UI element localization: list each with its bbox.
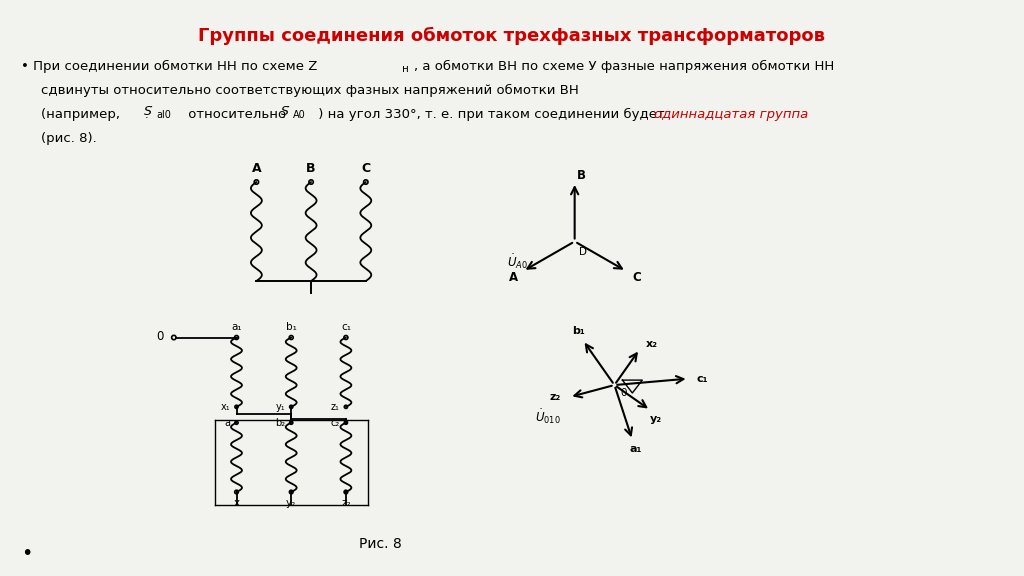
Text: (рис. 8).: (рис. 8). (41, 131, 96, 145)
Text: $\dot{U}_{A0}$: $\dot{U}_{A0}$ (507, 252, 528, 271)
Text: b₁: b₁ (572, 327, 586, 336)
Text: B: B (578, 169, 586, 181)
Text: (например,: (например, (41, 108, 124, 121)
Text: z₂: z₂ (341, 498, 350, 508)
Text: , а обмотки ВН по схеме У фазные напряжения обмотки НН: , а обмотки ВН по схеме У фазные напряже… (414, 60, 834, 73)
Text: A0: A0 (293, 110, 306, 120)
Text: Группы соединения обмоток трехфазных трансформаторов: Группы соединения обмоток трехфазных тра… (199, 26, 825, 45)
Text: ) на угол 330°, т. е. при таком соединении будет: ) на угол 330°, т. е. при таком соединен… (314, 108, 669, 121)
Text: y₂: y₂ (286, 498, 296, 508)
Text: Ṣ: Ṣ (282, 105, 289, 118)
Text: a₁: a₁ (231, 322, 242, 332)
Text: a₁: a₁ (629, 444, 642, 454)
Text: x: x (233, 498, 240, 508)
Text: одиннадцатая группа: одиннадцатая группа (654, 108, 809, 121)
Text: Ṣ: Ṣ (144, 105, 152, 118)
Text: •: • (20, 544, 32, 563)
Text: z₁: z₁ (331, 402, 340, 412)
Text: b₂: b₂ (275, 418, 286, 428)
Text: D: D (579, 248, 587, 257)
Text: al0: al0 (156, 110, 171, 120)
Text: z₂: z₂ (550, 392, 561, 402)
Text: y₂: y₂ (649, 414, 662, 424)
Text: c₂: c₂ (331, 418, 340, 428)
Text: 0: 0 (621, 388, 627, 398)
Text: B: B (306, 162, 315, 175)
Text: C: C (361, 162, 371, 175)
Text: C: C (632, 271, 641, 283)
Text: A: A (509, 271, 517, 283)
Text: Рис. 8: Рис. 8 (359, 536, 402, 551)
Text: • При соединении обмотки НН по схеме Z: • При соединении обмотки НН по схеме Z (20, 60, 317, 73)
Text: b₁: b₁ (286, 322, 297, 332)
Text: y₁: y₁ (275, 402, 286, 412)
Text: c₁: c₁ (341, 322, 351, 332)
Text: $\dot{U}_{010}$: $\dot{U}_{010}$ (535, 407, 561, 426)
Text: A: A (252, 162, 261, 175)
Text: сдвинуты относительно соответствующих фазных напряжений обмотки ВН: сдвинуты относительно соответствующих фа… (41, 84, 579, 97)
Text: x₂: x₂ (645, 339, 657, 349)
Text: 0: 0 (157, 330, 164, 343)
Text: c₁: c₁ (696, 374, 709, 384)
Text: x₁: x₁ (221, 402, 230, 412)
Text: относительно: относительно (183, 108, 290, 121)
Text: н: н (401, 64, 409, 74)
Text: a: a (224, 418, 230, 428)
